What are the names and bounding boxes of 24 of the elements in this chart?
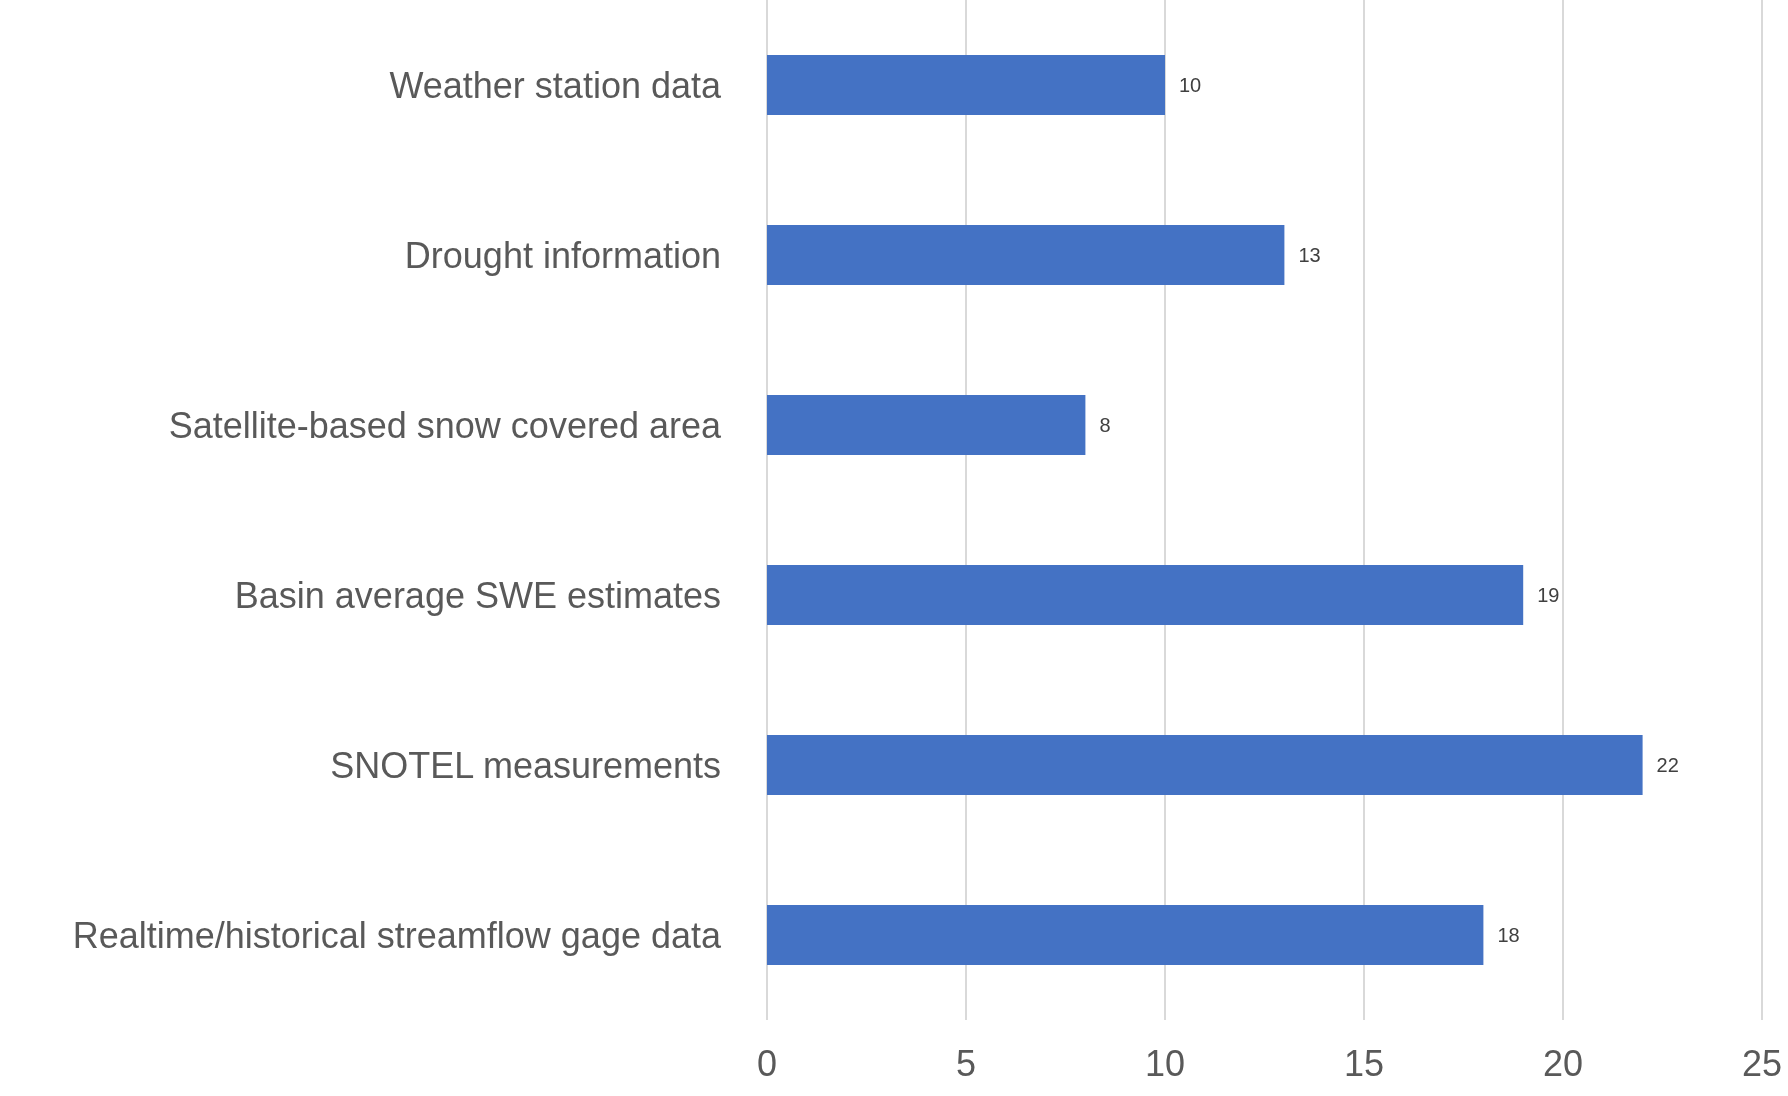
x-tick-label: 20 (1542, 1042, 1584, 1084)
bar (767, 735, 1643, 795)
bar (767, 225, 1285, 285)
data-label: 22 (1656, 754, 1679, 777)
x-tick-label: 10 (1144, 1042, 1186, 1084)
data-label: 13 (1298, 244, 1321, 267)
bar (767, 905, 1484, 965)
bar (767, 395, 1086, 455)
bar (767, 55, 1165, 115)
x-tick-label: 15 (1343, 1042, 1385, 1084)
x-tick-label: 25 (1741, 1042, 1783, 1084)
y-tick-label: Drought information (404, 234, 721, 276)
data-label: 10 (1179, 74, 1202, 97)
y-tick-label: Weather station data (389, 64, 722, 106)
data-label: 8 (1099, 414, 1111, 437)
data-label: 18 (1497, 924, 1520, 947)
x-tick-label: 0 (756, 1042, 778, 1084)
y-tick-label: Satellite-based snow covered area (168, 404, 722, 446)
x-tick-label: 5 (955, 1042, 977, 1084)
y-tick-label: Basin average SWE estimates (234, 574, 721, 616)
y-tick-label: SNOTEL measurements (330, 744, 721, 786)
bar (767, 565, 1524, 625)
y-tick-label: Realtime/historical streamflow gage data (72, 914, 722, 956)
data-label: 19 (1537, 584, 1560, 607)
